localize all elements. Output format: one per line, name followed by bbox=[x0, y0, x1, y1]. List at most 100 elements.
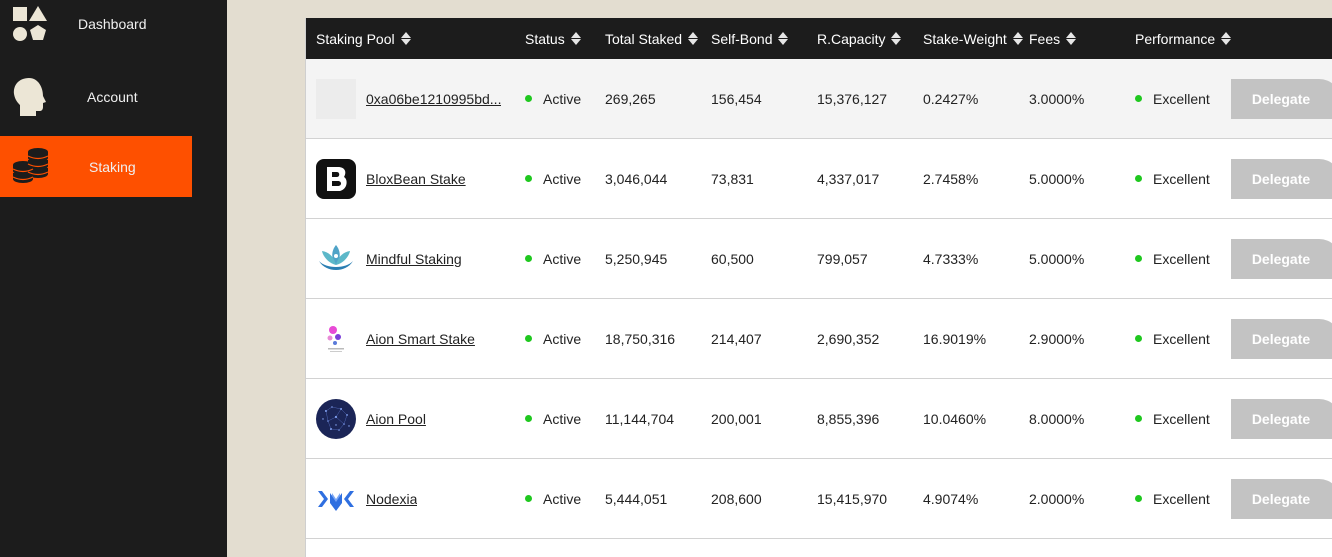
performance-cell: Excellent bbox=[1135, 459, 1210, 538]
sort-icon bbox=[1221, 32, 1232, 45]
status-dot-icon bbox=[525, 415, 532, 422]
status-cell: Active bbox=[525, 379, 581, 458]
performance-cell: Excellent bbox=[1135, 379, 1210, 458]
fees-cell: 8.0000% bbox=[1029, 410, 1085, 427]
status-text: Active bbox=[543, 250, 582, 267]
pool-name-link[interactable]: BloxBean Stake bbox=[366, 170, 466, 187]
self-bond-cell: 60,500 bbox=[711, 250, 754, 267]
pool-name-link[interactable]: Aion Pool bbox=[366, 410, 426, 427]
column-header-total-staked[interactable]: Total Staked bbox=[605, 18, 699, 59]
fees-cell: 5.0000% bbox=[1029, 170, 1085, 187]
performance-text: Excellent bbox=[1153, 90, 1210, 107]
smart-stake-logo bbox=[327, 326, 344, 352]
status-cell: Active bbox=[525, 459, 581, 538]
column-label: Self-Bond bbox=[711, 30, 773, 47]
status-dot-icon bbox=[525, 175, 532, 182]
table-row: BloxBean Stake Active 3,046,044 73,831 4… bbox=[306, 139, 1332, 219]
delegate-button[interactable]: Delegate bbox=[1231, 399, 1332, 439]
bloxbean-logo bbox=[316, 159, 356, 199]
r-capacity-cell: 2,690,352 bbox=[817, 330, 880, 347]
status-cell: Active bbox=[525, 299, 581, 378]
fees-cell: 2.9000% bbox=[1029, 330, 1085, 347]
r-capacity-cell: 15,415,970 bbox=[817, 490, 888, 507]
sidebar-item-staking[interactable]: Staking bbox=[0, 136, 192, 197]
performance-text: Excellent bbox=[1153, 170, 1210, 187]
performance-text: Excellent bbox=[1153, 250, 1210, 267]
nodexia-logo bbox=[318, 491, 354, 511]
performance-cell: Excellent bbox=[1135, 139, 1210, 218]
performance-dot-icon bbox=[1135, 415, 1142, 422]
staking-pools-table: Staking Pool Status Total Staked Self-Bo… bbox=[305, 18, 1332, 557]
self-bond-cell: 200,001 bbox=[711, 410, 762, 427]
sort-icon bbox=[688, 32, 699, 45]
status-cell: Active bbox=[525, 219, 581, 298]
sidebar: Dashboard Account bbox=[0, 0, 227, 557]
status-text: Active bbox=[543, 170, 582, 187]
self-bond-cell: 208,600 bbox=[711, 490, 762, 507]
stake-weight-cell: 10.0460% bbox=[923, 410, 987, 427]
status-cell: Active bbox=[525, 59, 581, 138]
sidebar-item-account[interactable]: Account bbox=[0, 66, 192, 127]
sidebar-item-dashboard[interactable]: Dashboard bbox=[0, 0, 192, 61]
fees-cell: 2.0000% bbox=[1029, 490, 1085, 507]
self-bond-cell: 156,454 bbox=[711, 90, 762, 107]
status-dot-icon bbox=[525, 335, 532, 342]
performance-text: Excellent bbox=[1153, 410, 1210, 427]
delegate-button[interactable]: Delegate bbox=[1231, 239, 1332, 279]
delegate-button[interactable]: Delegate bbox=[1231, 159, 1332, 199]
performance-dot-icon bbox=[1135, 335, 1142, 342]
table-row: Aion Smart Stake Active 18,750,316 214,4… bbox=[306, 299, 1332, 379]
column-header-self-bond[interactable]: Self-Bond bbox=[711, 18, 789, 59]
sidebar-item-label: Staking bbox=[89, 158, 136, 175]
total-staked-cell: 11,144,704 bbox=[605, 410, 675, 427]
sort-icon bbox=[1066, 32, 1077, 45]
column-header-fees[interactable]: Fees bbox=[1029, 18, 1077, 59]
pool-name-link[interactable]: Aion Smart Stake bbox=[366, 330, 475, 347]
total-staked-cell: 3,046,044 bbox=[605, 170, 668, 187]
total-staked-cell: 18,750,316 bbox=[605, 330, 676, 347]
stake-weight-cell: 4.7333% bbox=[923, 250, 979, 267]
sort-icon bbox=[400, 32, 411, 45]
total-staked-cell: 5,444,051 bbox=[605, 490, 668, 507]
fees-cell: 5.0000% bbox=[1029, 250, 1085, 267]
aion-pool-logo bbox=[316, 399, 356, 439]
stake-weight-cell: 2.7458% bbox=[923, 170, 979, 187]
status-text: Active bbox=[543, 330, 582, 347]
column-header-performance[interactable]: Performance bbox=[1135, 18, 1232, 59]
performance-text: Excellent bbox=[1153, 490, 1210, 507]
r-capacity-cell: 4,337,017 bbox=[817, 170, 880, 187]
performance-cell: Excellent bbox=[1135, 219, 1210, 298]
table-row: Mindful Staking Active 5,250,945 60,500 … bbox=[306, 219, 1332, 299]
column-header-stake-weight[interactable]: Stake-Weight bbox=[923, 18, 1023, 59]
sort-icon bbox=[778, 32, 789, 45]
pool-name-link[interactable]: 0xa06be1210995bd... bbox=[366, 90, 502, 107]
delegate-button[interactable]: Delegate bbox=[1231, 479, 1332, 519]
column-label: Staking Pool bbox=[316, 30, 395, 47]
column-label: Total Staked bbox=[605, 30, 683, 47]
column-label: Status bbox=[525, 30, 565, 47]
total-staked-cell: 5,250,945 bbox=[605, 250, 668, 267]
pool-name-cell: Aion Smart Stake bbox=[366, 299, 475, 378]
status-dot-icon bbox=[525, 95, 532, 102]
total-staked-cell: 269,265 bbox=[605, 90, 656, 107]
sort-icon bbox=[891, 32, 902, 45]
delegate-button[interactable]: Delegate bbox=[1231, 319, 1332, 359]
pool-name-link[interactable]: Nodexia bbox=[366, 490, 418, 507]
sort-icon bbox=[570, 32, 581, 45]
status-text: Active bbox=[543, 90, 582, 107]
shapes-icon bbox=[13, 6, 47, 41]
placeholder-logo bbox=[316, 79, 356, 119]
coins-icon bbox=[12, 148, 49, 183]
pool-name-cell: BloxBean Stake bbox=[366, 139, 466, 218]
table-row: 0xa06be1210995bd... Active 269,265 156,4… bbox=[306, 59, 1332, 139]
stake-weight-cell: 16.9019% bbox=[923, 330, 987, 347]
column-header-staking-pool[interactable]: Staking Pool bbox=[316, 18, 411, 59]
table-row: Nodexia Active 5,444,051 208,600 15,415,… bbox=[306, 459, 1332, 539]
performance-cell: Excellent bbox=[1135, 59, 1210, 138]
sidebar-item-label: Dashboard bbox=[78, 16, 147, 32]
r-capacity-cell: 799,057 bbox=[817, 250, 868, 267]
pool-name-link[interactable]: Mindful Staking bbox=[366, 250, 462, 267]
delegate-button[interactable]: Delegate bbox=[1231, 79, 1332, 119]
column-header-status[interactable]: Status bbox=[525, 18, 581, 59]
column-header-r-capacity[interactable]: R.Capacity bbox=[817, 18, 902, 59]
